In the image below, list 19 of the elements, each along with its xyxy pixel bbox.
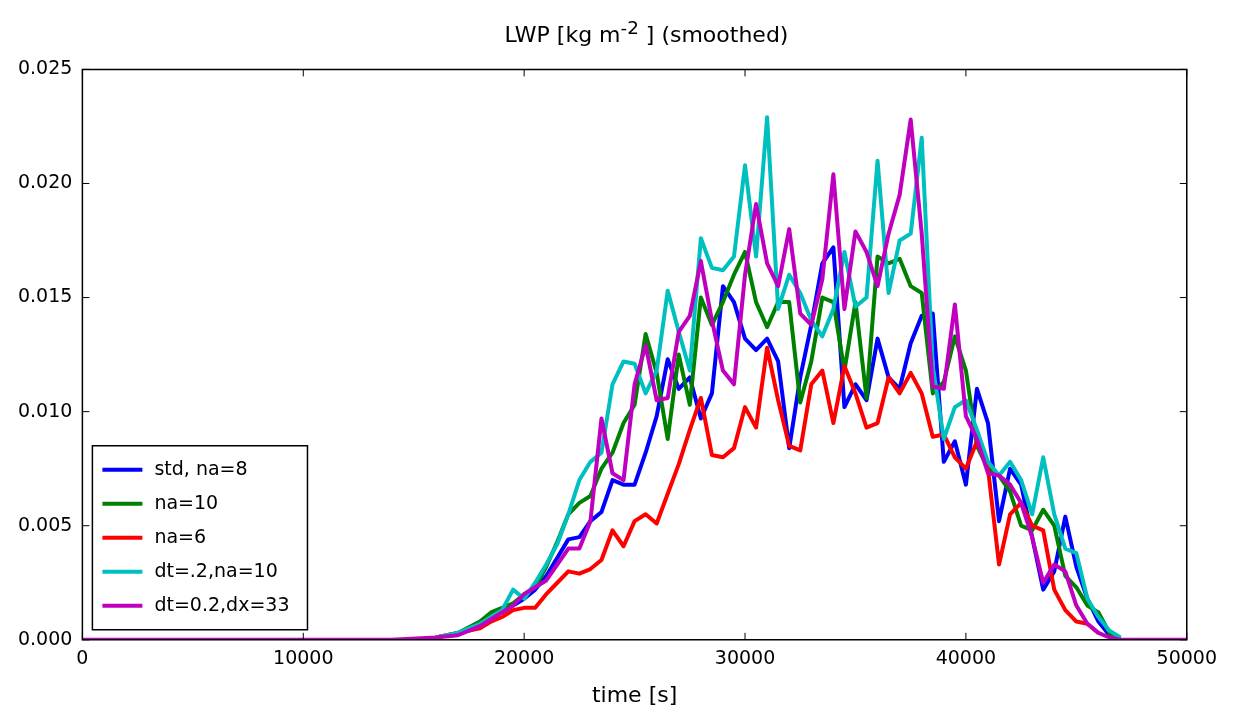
legend-label: std, na=8	[154, 456, 248, 479]
y-tick-label: 0.000	[17, 626, 73, 649]
x-tick-label: 0	[76, 646, 89, 669]
y-tick-label: 0.020	[17, 170, 73, 193]
x-tick-label: 40000	[935, 646, 997, 669]
legend-label: dt=.2,na=10	[154, 558, 278, 581]
x-axis-title: time [s]	[591, 681, 678, 707]
y-tick-label: 0.010	[17, 398, 73, 421]
chart-title: LWP [kg m$^{-2}$ ] (smoothed)	[503, 16, 790, 48]
legend-label: na=6	[154, 524, 207, 547]
y-tick-label: 0.025	[17, 56, 73, 79]
x-tick-label: 50000	[1156, 646, 1218, 669]
legend-label: na=10	[154, 490, 219, 513]
x-tick-label: 10000	[273, 646, 334, 669]
y-tick-label: 0.015	[17, 284, 73, 307]
y-tick-label: 0.005	[17, 512, 73, 535]
x-tick-label: 20000	[493, 646, 555, 669]
x-tick-label: 30000	[714, 646, 776, 669]
legend-label: dt=0.2,dx=33	[154, 592, 290, 615]
